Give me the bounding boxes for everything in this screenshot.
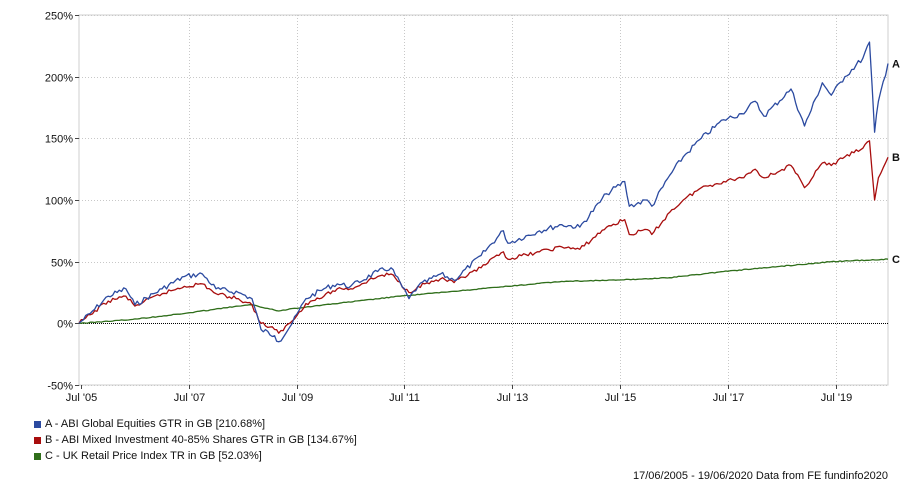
series-line-c <box>78 258 889 324</box>
legend-label-c: C - UK Retail Price Index TR in GB [52.0… <box>45 450 262 462</box>
legend-item-b: B - ABI Mixed Investment 40-85% Shares G… <box>34 432 357 448</box>
axes: 250% 200% 150% 100% 50% 0% -50%Jul '05 Jul '07 J… <box>45 11 852 405</box>
y-tick-label: 150% <box>45 134 73 146</box>
series-line-a <box>78 41 889 343</box>
legend: A - ABI Global Equities GTR in GB [210.6… <box>34 416 357 464</box>
x-tick-label: Jul '15 <box>605 392 636 404</box>
legend-swatch-a <box>34 420 41 428</box>
x-tick-label: Jul '13 <box>497 392 528 404</box>
series-lines <box>78 41 889 343</box>
end-label-c: C <box>892 254 900 266</box>
end-label-a: A <box>892 58 900 70</box>
y-tick-label: 50% <box>51 258 73 270</box>
y-tick-label: 200% <box>45 73 73 85</box>
legend-label-b: B - ABI Mixed Investment 40-85% Shares G… <box>45 434 357 446</box>
y-tick-label: -50% <box>47 381 73 393</box>
y-tick-label: 100% <box>45 196 73 208</box>
x-tick-label: Jul '09 <box>282 392 313 404</box>
legend-swatch-b <box>34 436 41 444</box>
end-label-b: B <box>892 152 900 164</box>
source-footer: 17/06/2005 - 19/06/2020 Data from FE fun… <box>632 470 888 482</box>
legend-label-a: A - ABI Global Equities GTR in GB [210.6… <box>45 418 266 430</box>
x-tick-label: Jul '19 <box>821 392 852 404</box>
x-tick-label: Jul '11 <box>389 392 420 404</box>
x-tick-label: Jul '07 <box>174 392 205 404</box>
y-tick-label: 0% <box>57 319 73 331</box>
x-tick-label: Jul '05 <box>66 392 97 404</box>
x-tick-label: Jul '17 <box>713 392 744 404</box>
end-labels: C B A <box>892 58 900 266</box>
grid <box>78 14 889 386</box>
y-tick-label: 250% <box>45 11 73 23</box>
legend-swatch-c <box>34 452 41 460</box>
legend-item-a: A - ABI Global Equities GTR in GB [210.6… <box>34 416 357 432</box>
legend-item-c: C - UK Retail Price Index TR in GB [52.0… <box>34 448 357 464</box>
series-line-b <box>78 140 889 334</box>
